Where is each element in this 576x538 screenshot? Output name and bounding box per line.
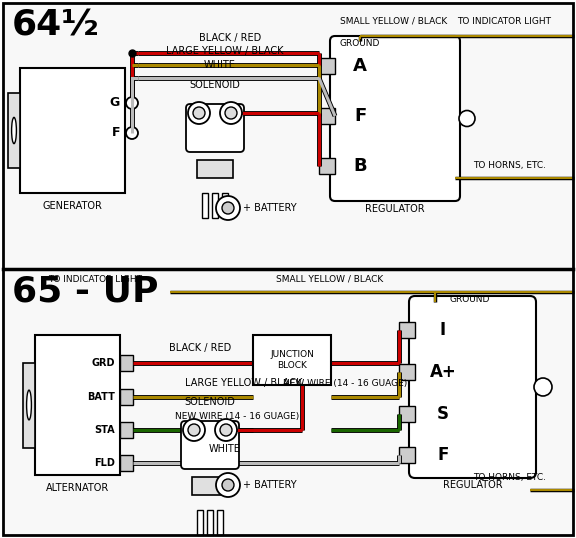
Text: TO HORNS, ETC.: TO HORNS, ETC. xyxy=(473,161,547,170)
Text: S: S xyxy=(437,405,449,423)
Bar xyxy=(319,158,335,174)
Bar xyxy=(8,93,20,168)
Text: REGULATOR: REGULATOR xyxy=(443,480,502,490)
Circle shape xyxy=(216,196,240,220)
Circle shape xyxy=(215,419,237,441)
Text: 64½: 64½ xyxy=(12,8,100,42)
Text: F: F xyxy=(437,446,449,464)
Circle shape xyxy=(222,479,234,491)
Bar xyxy=(3,3,573,268)
Circle shape xyxy=(193,107,205,119)
Bar xyxy=(399,322,415,338)
Text: LARGE YELLOW / BLACK: LARGE YELLOW / BLACK xyxy=(185,378,302,388)
Text: GENERATOR: GENERATOR xyxy=(43,201,103,211)
Text: NEW WIRE (14 - 16 GUAGE): NEW WIRE (14 - 16 GUAGE) xyxy=(283,379,407,388)
Circle shape xyxy=(225,107,237,119)
Text: + BATTERY: + BATTERY xyxy=(243,203,297,213)
Text: WHITE: WHITE xyxy=(204,60,236,70)
Text: SOLENOID: SOLENOID xyxy=(184,397,236,407)
Circle shape xyxy=(534,378,552,396)
Ellipse shape xyxy=(26,390,32,420)
Bar xyxy=(319,58,335,74)
Text: WHITE: WHITE xyxy=(209,444,241,454)
Text: LARGE YELLOW / BLACK: LARGE YELLOW / BLACK xyxy=(166,46,284,56)
Bar xyxy=(192,477,228,495)
Text: STA: STA xyxy=(94,425,115,435)
Ellipse shape xyxy=(12,117,16,144)
Circle shape xyxy=(126,127,138,139)
Bar xyxy=(212,193,218,218)
Text: FLD: FLD xyxy=(94,458,115,468)
Text: + BATTERY: + BATTERY xyxy=(243,480,297,490)
Text: TO INDICATOR LIGHT: TO INDICATOR LIGHT xyxy=(48,275,142,284)
Text: F: F xyxy=(354,107,366,125)
Circle shape xyxy=(188,424,200,436)
Bar xyxy=(399,447,415,463)
Circle shape xyxy=(216,473,240,497)
Text: A+: A+ xyxy=(430,363,456,381)
Bar xyxy=(222,193,228,218)
Bar xyxy=(197,160,233,178)
Bar xyxy=(217,510,223,535)
FancyBboxPatch shape xyxy=(409,296,536,478)
Text: ALTERNATOR: ALTERNATOR xyxy=(46,483,109,493)
Text: SOLENOID: SOLENOID xyxy=(190,80,240,90)
Bar xyxy=(399,364,415,380)
Text: BLACK / RED: BLACK / RED xyxy=(199,33,261,43)
Text: B: B xyxy=(353,157,367,175)
Circle shape xyxy=(183,419,205,441)
Bar xyxy=(3,270,573,535)
Bar xyxy=(120,389,133,405)
Bar xyxy=(319,108,335,124)
Circle shape xyxy=(459,110,475,126)
Bar xyxy=(120,422,133,438)
Text: F: F xyxy=(112,126,120,139)
Text: SMALL YELLOW / BLACK: SMALL YELLOW / BLACK xyxy=(340,17,447,26)
FancyBboxPatch shape xyxy=(181,421,239,469)
Text: TO HORNS, ETC.: TO HORNS, ETC. xyxy=(473,473,547,482)
FancyBboxPatch shape xyxy=(330,36,460,201)
Text: GROUND: GROUND xyxy=(340,39,380,48)
Text: G: G xyxy=(110,96,120,110)
Text: GRD: GRD xyxy=(92,358,115,368)
Circle shape xyxy=(126,97,138,109)
Circle shape xyxy=(222,202,234,214)
Circle shape xyxy=(188,102,210,124)
Bar xyxy=(120,455,133,471)
Text: SMALL YELLOW / BLACK: SMALL YELLOW / BLACK xyxy=(276,275,384,284)
Bar xyxy=(35,335,120,475)
Text: I: I xyxy=(440,321,446,339)
Text: REGULATOR: REGULATOR xyxy=(365,204,425,214)
Bar xyxy=(20,68,125,193)
Text: GROUND: GROUND xyxy=(450,295,490,304)
Text: NEW WIRE (14 - 16 GUAGE): NEW WIRE (14 - 16 GUAGE) xyxy=(175,412,300,421)
Bar xyxy=(202,193,208,218)
Text: JUNCTION
BLOCK: JUNCTION BLOCK xyxy=(270,350,314,370)
Text: 65 - UP: 65 - UP xyxy=(12,275,158,309)
Bar xyxy=(23,363,35,448)
FancyBboxPatch shape xyxy=(186,104,244,152)
Bar xyxy=(253,335,331,385)
Bar xyxy=(197,510,203,535)
Circle shape xyxy=(220,102,242,124)
Bar xyxy=(207,510,213,535)
Text: BLACK / RED: BLACK / RED xyxy=(169,343,231,353)
Text: BATT: BATT xyxy=(87,392,115,402)
Bar xyxy=(120,355,133,371)
Bar xyxy=(399,406,415,422)
Text: TO INDICATOR LIGHT: TO INDICATOR LIGHT xyxy=(457,17,551,26)
Text: A: A xyxy=(353,57,367,75)
Circle shape xyxy=(220,424,232,436)
